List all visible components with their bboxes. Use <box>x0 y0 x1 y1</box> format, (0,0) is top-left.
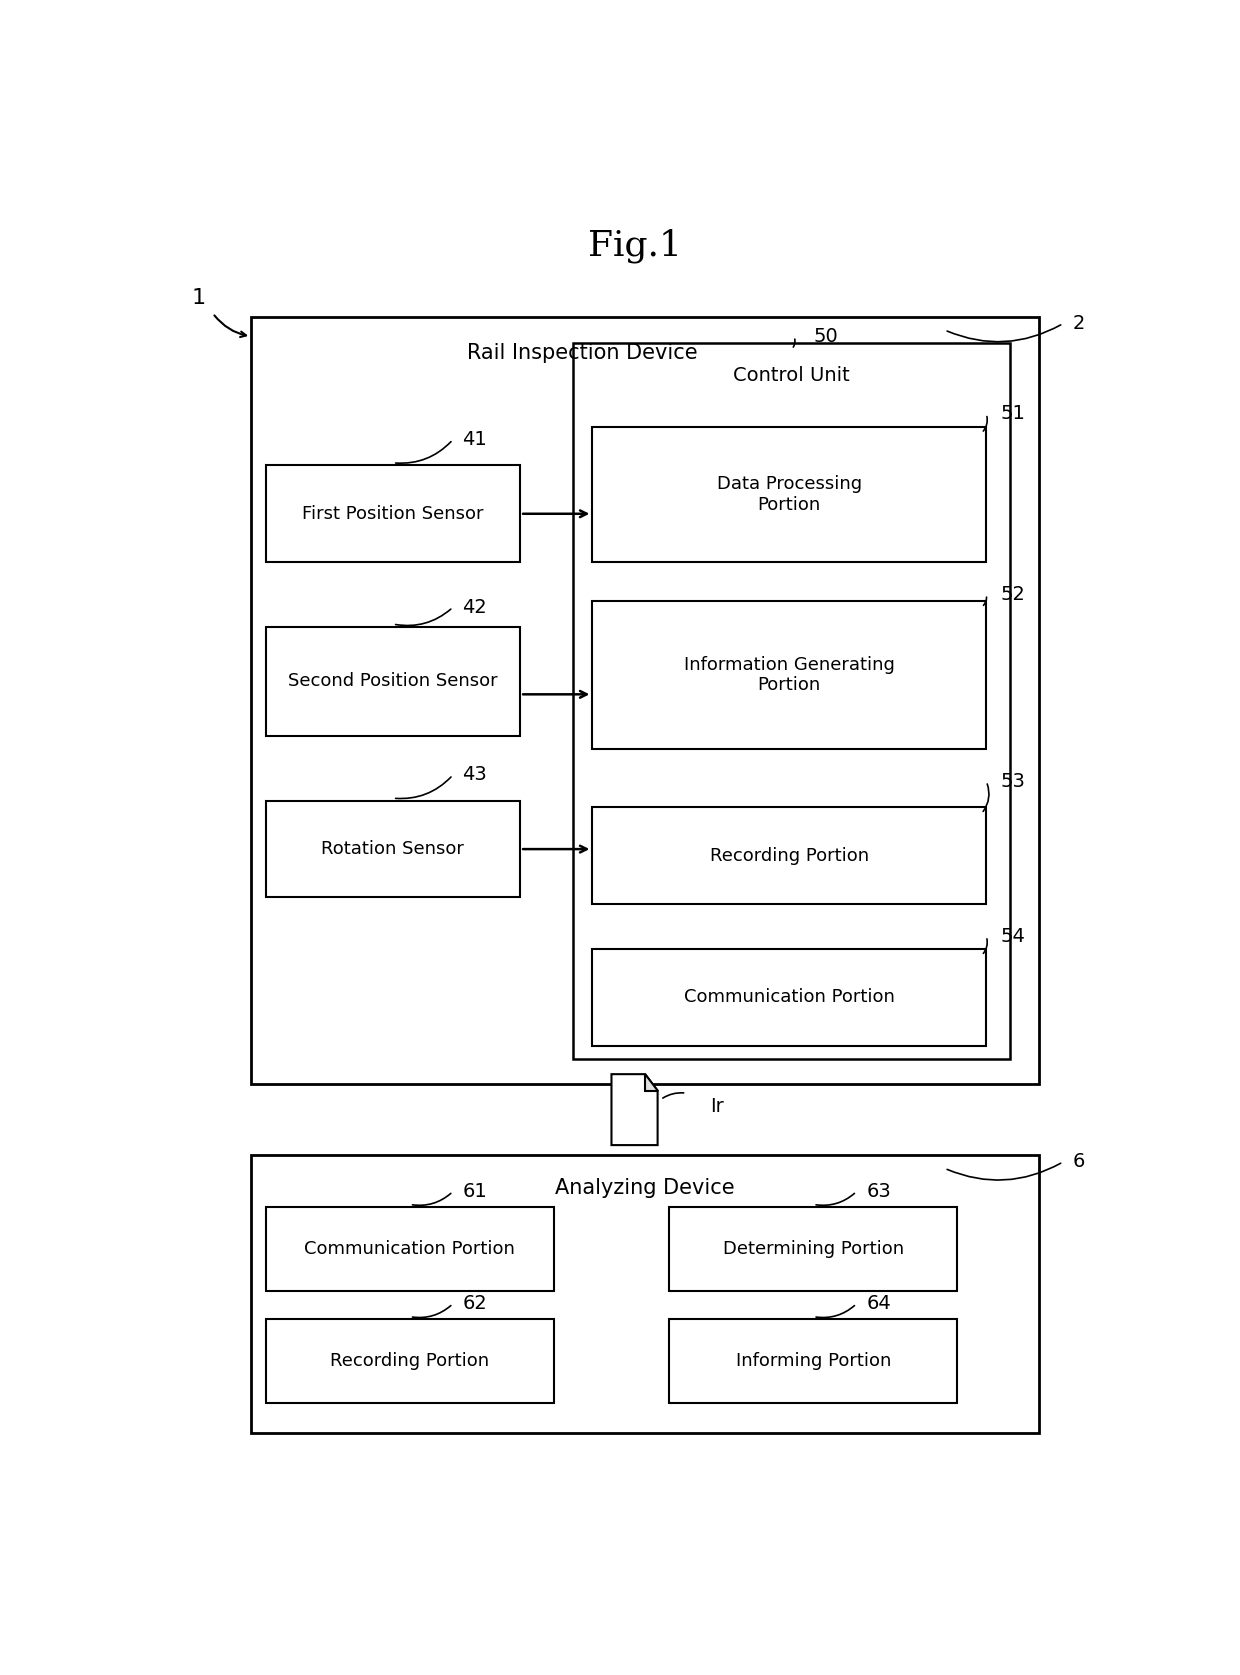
Text: 61: 61 <box>463 1183 487 1201</box>
Text: 50: 50 <box>813 327 838 347</box>
Text: 62: 62 <box>463 1295 487 1313</box>
Text: Data Processing
Portion: Data Processing Portion <box>717 476 862 514</box>
FancyBboxPatch shape <box>265 801 521 898</box>
Text: Rotation Sensor: Rotation Sensor <box>321 841 464 858</box>
Text: 1: 1 <box>191 288 206 308</box>
Text: Analyzing Device: Analyzing Device <box>556 1178 735 1198</box>
FancyBboxPatch shape <box>265 1320 554 1404</box>
Text: 6: 6 <box>1073 1152 1085 1171</box>
Text: Recording Portion: Recording Portion <box>330 1352 490 1370</box>
Text: Rail Inspection Device: Rail Inspection Device <box>466 343 697 363</box>
Polygon shape <box>645 1074 657 1090</box>
FancyBboxPatch shape <box>593 427 986 563</box>
Text: 63: 63 <box>866 1183 890 1201</box>
Text: 42: 42 <box>463 598 487 616</box>
FancyBboxPatch shape <box>670 1208 957 1291</box>
Text: 51: 51 <box>1001 404 1025 424</box>
Text: Communication Portion: Communication Portion <box>683 988 895 1007</box>
Polygon shape <box>611 1074 657 1146</box>
FancyBboxPatch shape <box>265 466 521 563</box>
Text: Fig.1: Fig.1 <box>589 229 682 263</box>
Text: 54: 54 <box>1001 926 1025 946</box>
Text: Information Generating
Portion: Information Generating Portion <box>683 655 895 695</box>
Text: Determining Portion: Determining Portion <box>723 1240 904 1258</box>
Text: Informing Portion: Informing Portion <box>735 1352 892 1370</box>
Text: Ir: Ir <box>711 1097 724 1116</box>
Text: 64: 64 <box>866 1295 890 1313</box>
FancyBboxPatch shape <box>670 1320 957 1404</box>
Text: Second Position Sensor: Second Position Sensor <box>288 672 497 690</box>
Text: 41: 41 <box>463 430 487 449</box>
FancyBboxPatch shape <box>593 950 986 1045</box>
FancyBboxPatch shape <box>250 317 1039 1084</box>
Text: 53: 53 <box>1001 772 1025 791</box>
Text: Control Unit: Control Unit <box>733 365 851 385</box>
FancyBboxPatch shape <box>593 807 986 905</box>
Text: 43: 43 <box>463 765 487 784</box>
FancyBboxPatch shape <box>573 343 1011 1059</box>
Text: 2: 2 <box>1073 313 1085 333</box>
FancyBboxPatch shape <box>250 1156 1039 1432</box>
Text: 52: 52 <box>1001 585 1025 605</box>
Text: First Position Sensor: First Position Sensor <box>303 504 484 523</box>
Text: Recording Portion: Recording Portion <box>709 846 869 864</box>
FancyBboxPatch shape <box>265 626 521 737</box>
Text: Communication Portion: Communication Portion <box>304 1240 515 1258</box>
FancyBboxPatch shape <box>593 601 986 749</box>
FancyBboxPatch shape <box>265 1208 554 1291</box>
